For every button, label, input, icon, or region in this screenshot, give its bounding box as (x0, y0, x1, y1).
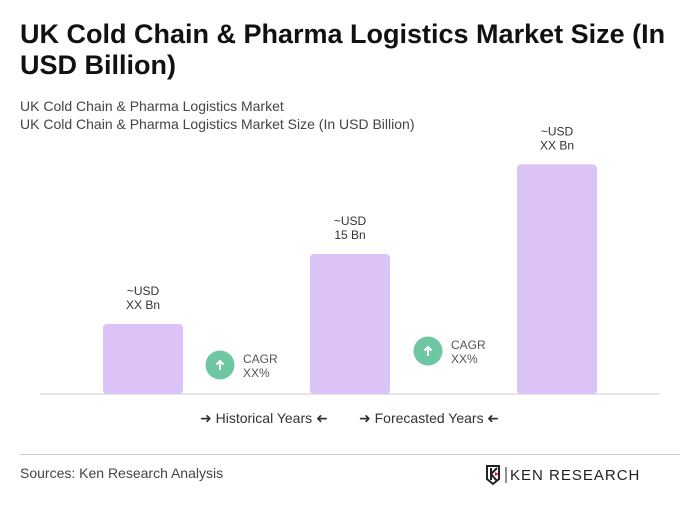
legend-historical: ➜ Historical Years ➜ (200, 410, 328, 426)
cagr-label: CAGR (243, 352, 278, 366)
chart-subtitle-2: UK Cold Chain & Pharma Logistics Market … (20, 116, 415, 132)
bar (103, 324, 183, 394)
legend-label: Forecasted Years (374, 410, 484, 426)
data-label: 15 Bn (334, 228, 365, 242)
chart-subtitle: UK Cold Chain & Pharma Logistics Market (20, 98, 284, 114)
divider (20, 454, 680, 455)
arrow-up-glyph (215, 359, 225, 370)
chart-title: UK Cold Chain & Pharma Logistics Market … (20, 19, 666, 80)
cagr-label: CAGR (451, 338, 486, 352)
arrow-up-glyph (423, 345, 433, 356)
data-label: XX Bn (540, 138, 574, 152)
cagr-label: XX% (451, 352, 478, 366)
data-label: XX Bn (126, 298, 160, 312)
legend-forecasted: ➜ Forecasted Years ➜ (359, 410, 500, 426)
data-label: ~USD (127, 284, 160, 298)
sources: Sources: Ken Research Analysis (20, 465, 224, 481)
bar (517, 164, 597, 394)
bar (310, 254, 390, 394)
ken-research-logo: KEN RESEARCH (486, 464, 656, 491)
data-label: ~USD (334, 214, 367, 228)
data-label: ~USD (541, 124, 574, 138)
svg-text:KEN RESEARCH: KEN RESEARCH (510, 467, 640, 484)
legend-label: Historical Years (215, 410, 313, 426)
cagr-label: XX% (243, 366, 270, 380)
